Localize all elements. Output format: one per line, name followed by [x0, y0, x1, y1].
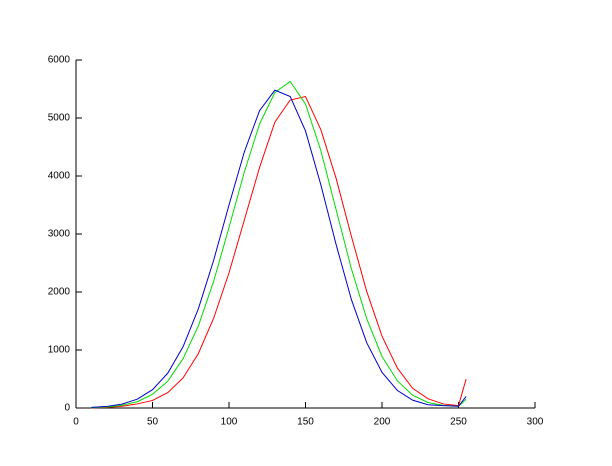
x-tick-label: 250 [450, 417, 467, 428]
x-tick-label: 50 [147, 417, 159, 428]
y-tick-label: 6000 [48, 55, 71, 66]
y-tick-label: 4000 [48, 171, 71, 182]
series-line [91, 89, 467, 408]
series-line [91, 80, 467, 409]
y-tick-label: 3000 [48, 229, 71, 240]
x-tick-label: 200 [374, 417, 391, 428]
x-tick-label: 0 [73, 417, 79, 428]
x-tick-label: 300 [527, 417, 544, 428]
series-line [91, 95, 467, 409]
y-tick-label: 2000 [48, 287, 71, 298]
x-tick-label: 150 [297, 417, 314, 428]
y-tick-label: 5000 [48, 113, 71, 124]
y-tick-label: 0 [64, 403, 70, 414]
x-tick-label: 100 [221, 417, 238, 428]
y-tick-label: 1000 [48, 345, 71, 356]
